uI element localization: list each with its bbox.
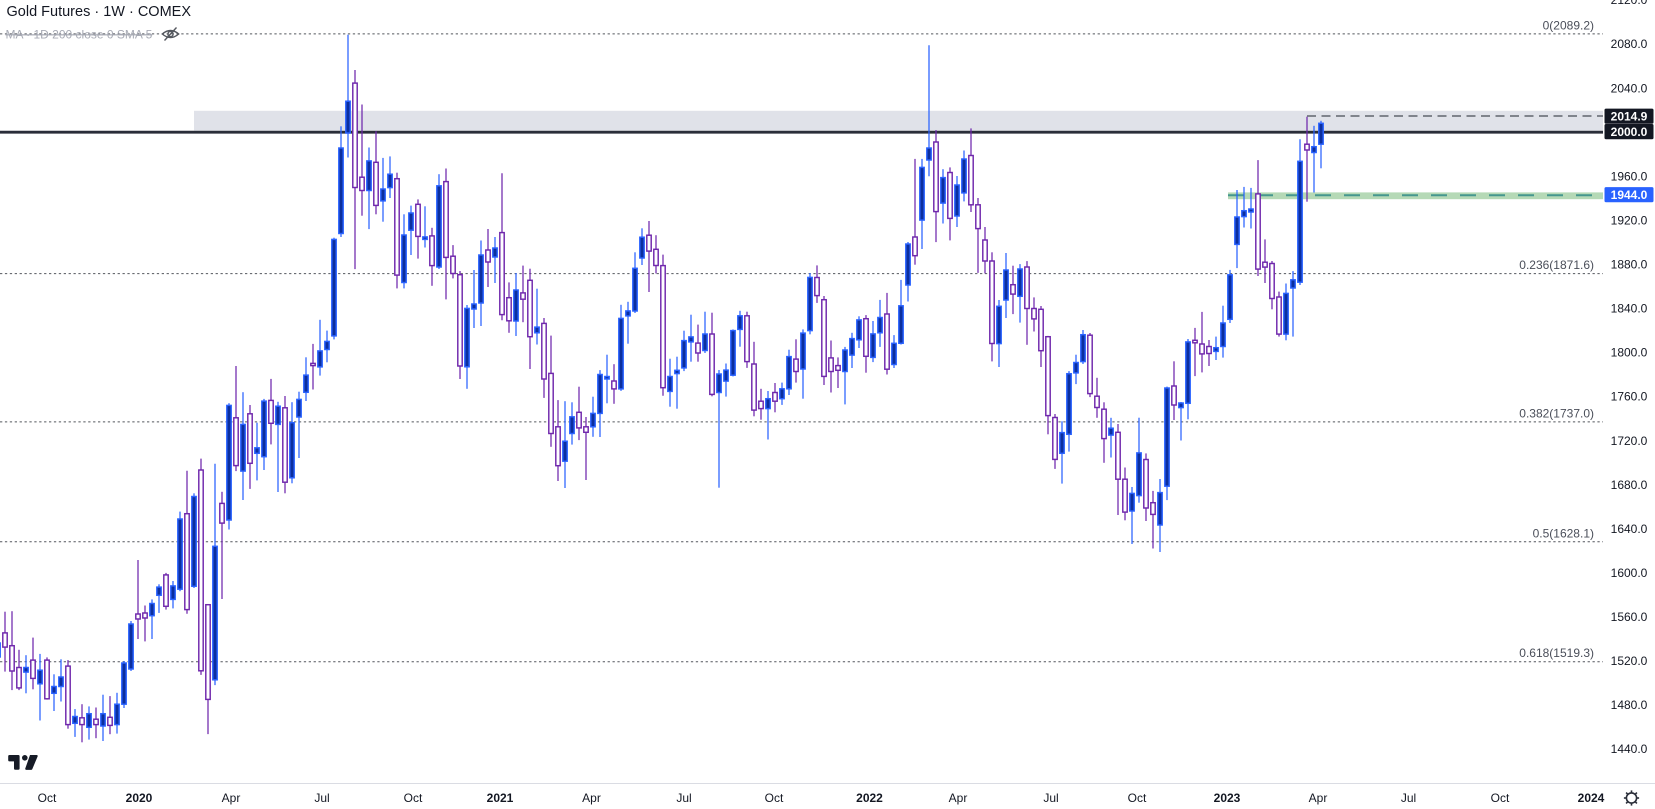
svg-text:Apr: Apr bbox=[582, 791, 601, 805]
svg-text:1760.0: 1760.0 bbox=[1611, 390, 1648, 404]
svg-text:2024: 2024 bbox=[1578, 791, 1605, 805]
svg-text:1920.0: 1920.0 bbox=[1611, 214, 1648, 228]
svg-text:Apr: Apr bbox=[949, 791, 968, 805]
svg-text:2021: 2021 bbox=[487, 791, 514, 805]
svg-text:Jul: Jul bbox=[1043, 791, 1058, 805]
svg-text:1680.0: 1680.0 bbox=[1611, 478, 1648, 492]
svg-text:Jul: Jul bbox=[1401, 791, 1416, 805]
svg-text:Oct: Oct bbox=[1128, 791, 1147, 805]
svg-text:Oct: Oct bbox=[765, 791, 784, 805]
svg-text:2080.0: 2080.0 bbox=[1611, 37, 1648, 51]
svg-text:2022: 2022 bbox=[856, 791, 883, 805]
svg-text:Jul: Jul bbox=[314, 791, 329, 805]
svg-text:0.382(1737.0): 0.382(1737.0) bbox=[1519, 406, 1594, 420]
svg-text:1520.0: 1520.0 bbox=[1611, 654, 1648, 668]
svg-text:2023: 2023 bbox=[1214, 791, 1241, 805]
svg-text:1600.0: 1600.0 bbox=[1611, 566, 1648, 580]
svg-text:Apr: Apr bbox=[222, 791, 241, 805]
svg-text:0.618(1519.3): 0.618(1519.3) bbox=[1519, 646, 1594, 660]
svg-text:MA · 1D 200 close 0 SMA 5: MA · 1D 200 close 0 SMA 5 bbox=[6, 28, 153, 42]
svg-text:2040.0: 2040.0 bbox=[1611, 81, 1648, 95]
svg-text:1440.0: 1440.0 bbox=[1611, 742, 1648, 756]
svg-text:1944.0: 1944.0 bbox=[1611, 188, 1648, 202]
svg-text:1720.0: 1720.0 bbox=[1611, 434, 1648, 448]
svg-text:2000.0: 2000.0 bbox=[1611, 125, 1648, 139]
svg-text:2020: 2020 bbox=[126, 791, 153, 805]
svg-text:Jul: Jul bbox=[676, 791, 691, 805]
svg-text:1840.0: 1840.0 bbox=[1611, 302, 1648, 316]
svg-text:1960.0: 1960.0 bbox=[1611, 169, 1648, 183]
svg-text:0.236(1871.6): 0.236(1871.6) bbox=[1519, 258, 1594, 272]
svg-text:Gold Futures · 1W · COMEX: Gold Futures · 1W · COMEX bbox=[7, 4, 192, 20]
svg-text:2120.0: 2120.0 bbox=[1611, 0, 1648, 7]
svg-text:Oct: Oct bbox=[404, 791, 423, 805]
svg-text:Oct: Oct bbox=[1491, 791, 1510, 805]
svg-text:0(2089.2): 0(2089.2) bbox=[1543, 18, 1594, 32]
svg-text:1880.0: 1880.0 bbox=[1611, 258, 1648, 272]
svg-text:1480.0: 1480.0 bbox=[1611, 698, 1648, 712]
svg-text:1560.0: 1560.0 bbox=[1611, 610, 1648, 624]
svg-text:1800.0: 1800.0 bbox=[1611, 346, 1648, 360]
svg-text:Apr: Apr bbox=[1309, 791, 1328, 805]
svg-text:1640.0: 1640.0 bbox=[1611, 522, 1648, 536]
svg-text:2014.9: 2014.9 bbox=[1611, 110, 1648, 124]
svg-text:Oct: Oct bbox=[38, 791, 57, 805]
svg-text:0.5(1628.1): 0.5(1628.1) bbox=[1533, 526, 1594, 540]
